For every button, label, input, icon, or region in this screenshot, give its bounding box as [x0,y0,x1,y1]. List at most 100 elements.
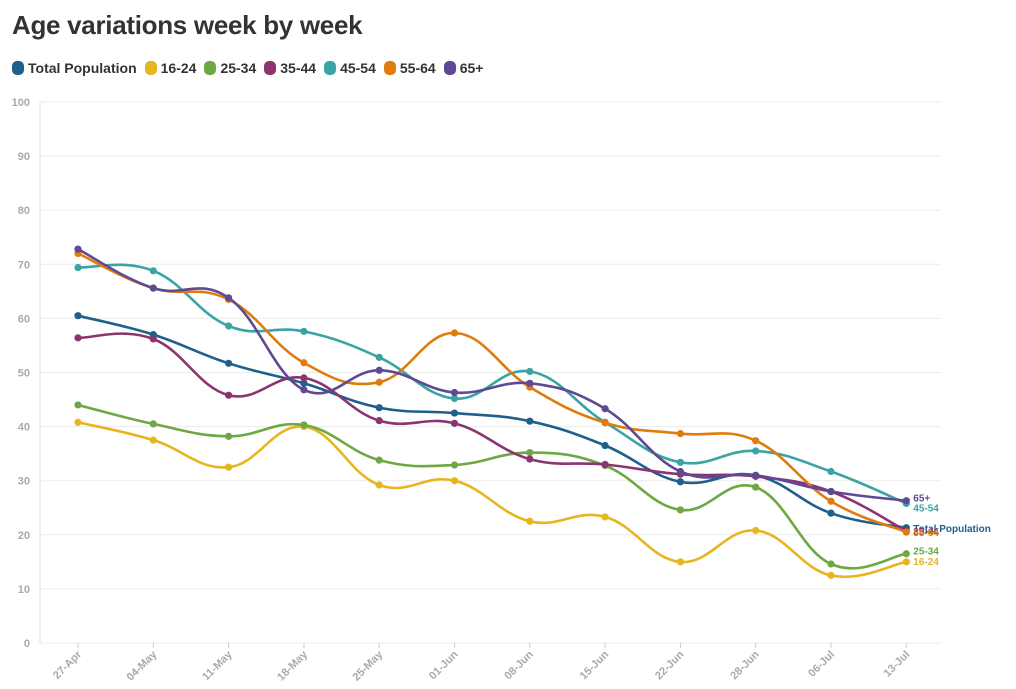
data-point [375,417,383,425]
data-point [300,327,308,335]
data-point [827,571,835,579]
data-point [149,284,157,292]
data-point [902,528,910,536]
data-point [450,394,459,403]
series-line [76,252,908,534]
data-point [601,405,609,413]
legend-swatch [144,61,157,75]
end-label: 25-34 [913,547,939,558]
legend-item[interactable]: Total Population [12,60,137,76]
data-point [676,458,685,466]
data-point [300,379,308,387]
legend-item[interactable]: 35-44 [264,60,316,76]
x-tick-label: 22-Jun [653,648,687,682]
y-tick-label: 40 [18,422,30,434]
data-point [676,558,685,566]
x-tick-label: 06-Jul [806,649,837,680]
y-tick-label: 70 [18,259,30,271]
data-point [526,367,534,376]
chart-title: Age variations week by week [12,10,363,40]
legend-label: Total Population [28,60,137,76]
end-label: 65+ [913,494,930,505]
data-point [752,483,760,491]
data-point [149,420,157,428]
data-point [676,478,685,486]
data-point [300,421,308,429]
x-tick-label: 01-Jun [427,648,461,682]
chart-legend: Total Population 16-24 25-34 35-44 45-54 55-6… [12,60,491,76]
data-point [300,374,308,382]
data-point [601,513,609,521]
x-tick-label: 27-Apr [51,648,85,682]
x-tick-label: 11-May [200,648,235,683]
x-tick-label: 28-Jun [728,648,762,682]
data-point [375,404,383,412]
data-point [676,467,685,476]
data-point [375,366,383,374]
legend-item[interactable]: 45-54 [324,60,376,76]
data-point [526,517,534,525]
y-tick-label: 0 [24,638,30,650]
data-point [752,526,760,535]
legend-swatch [443,61,456,75]
y-tick-label: 90 [18,151,30,163]
data-point [149,436,157,444]
legend-label: 16-24 [160,60,197,76]
data-point [149,335,157,343]
data-point [827,467,835,476]
end-label: 35-44 [913,527,939,538]
y-tick-label: 20 [18,530,30,542]
data-point [902,558,910,566]
legend-label: 35-44 [280,60,317,76]
data-point [827,560,835,568]
legend-swatch [12,61,24,75]
data-point [752,471,760,479]
series-line [76,420,908,578]
data-point [601,441,609,450]
data-point [375,481,383,489]
legend-item[interactable]: 55-64 [383,60,436,76]
data-point [902,550,910,558]
end-label: Total Population [913,524,991,535]
legend-label: 65+ [459,60,484,76]
data-point [300,386,308,394]
data-point [74,245,82,253]
series-line [76,263,908,505]
data-point [526,448,534,457]
legend-label: 25-34 [220,60,257,76]
legend-label: 45-54 [340,60,376,76]
legend-item[interactable]: 25-34 [204,60,256,76]
legend-item[interactable]: 16-24 [144,60,197,76]
y-tick-label: 50 [18,368,30,380]
data-point [74,263,82,272]
data-point [450,329,459,337]
data-point [74,334,82,342]
y-tick-label: 60 [18,313,30,325]
x-tick-label: 15-Jun [578,648,612,682]
data-point [676,430,685,438]
series-line [76,314,908,530]
data-point [450,461,459,469]
legend-swatch [324,61,337,75]
data-point [601,419,609,427]
data-point [752,437,760,445]
data-point [752,447,760,455]
data-point [225,359,233,367]
data-point [375,353,383,361]
x-tick-label: 08-Jun [502,648,536,682]
data-point [526,379,534,387]
data-point [225,463,233,471]
data-point [225,322,233,330]
end-label: 55-64 [913,528,939,539]
legend-item[interactable]: 65+ [443,60,484,76]
data-point [149,267,157,275]
data-point [74,418,82,426]
data-point [601,460,609,469]
data-point [827,497,835,505]
data-point [827,487,835,496]
legend-swatch [383,61,396,75]
y-tick-label: 30 [18,476,30,488]
data-point [300,359,308,367]
legend-label: 55-64 [399,60,436,76]
